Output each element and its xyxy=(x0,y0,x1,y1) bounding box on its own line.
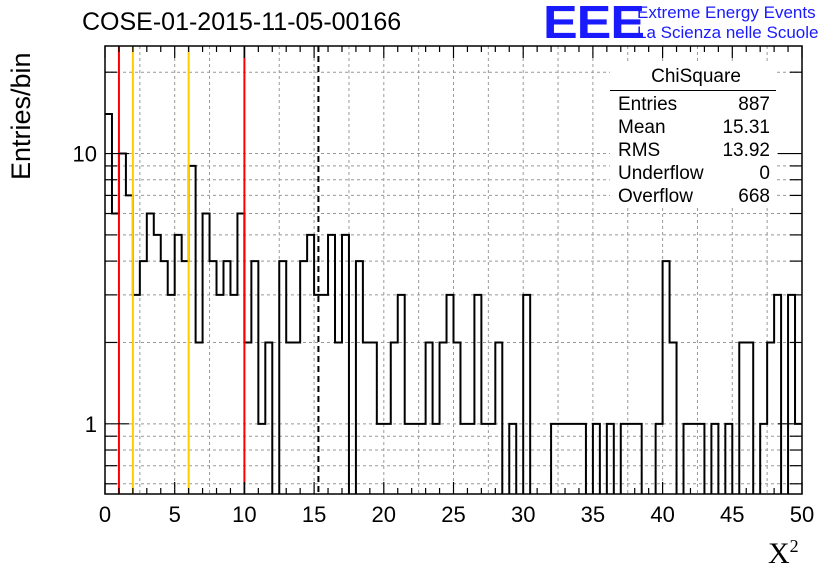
x-tick-label: 45 xyxy=(720,502,744,527)
x-tick-label: 10 xyxy=(232,502,256,527)
x-tick-label: 40 xyxy=(650,502,674,527)
stats-row-entries: Entries 887 xyxy=(618,94,770,115)
logo-caption-line2: La Scienza nelle Scuole xyxy=(637,23,819,42)
x-tick-label: 30 xyxy=(511,502,535,527)
stats-box: ChiSquare Entries 887 Mean 15.31 RMS 13.92 … xyxy=(610,64,776,208)
stats-row-underflow: Underflow 0 xyxy=(618,163,770,184)
x-tick-label: 35 xyxy=(581,502,605,527)
stats-row-overflow: Overflow 668 xyxy=(618,186,770,207)
histogram-outline xyxy=(105,113,802,494)
y-tick-label: 10 xyxy=(73,142,97,167)
y-tick-label: 1 xyxy=(85,412,97,437)
x-tick-label: 5 xyxy=(169,502,181,527)
stats-row-rms: RMS 13.92 xyxy=(618,140,770,161)
x-tick-label: 50 xyxy=(790,502,814,527)
eee-logo: EEE xyxy=(543,0,645,49)
x-tick-label: 0 xyxy=(99,502,111,527)
x-tick-label: 15 xyxy=(302,502,326,527)
chart-title: COSE-01-2015-11-05-00166 xyxy=(82,8,402,36)
stats-title: ChiSquare xyxy=(610,64,776,91)
y-axis-label: Entries/bin xyxy=(6,52,36,180)
x-tick-label: 20 xyxy=(372,502,396,527)
x-axis-label: X2 xyxy=(768,536,799,570)
logo-caption-line1: Extreme Energy Events xyxy=(637,3,816,22)
stats-row-mean: Mean 15.31 xyxy=(618,117,770,138)
x-tick-label: 25 xyxy=(441,502,465,527)
